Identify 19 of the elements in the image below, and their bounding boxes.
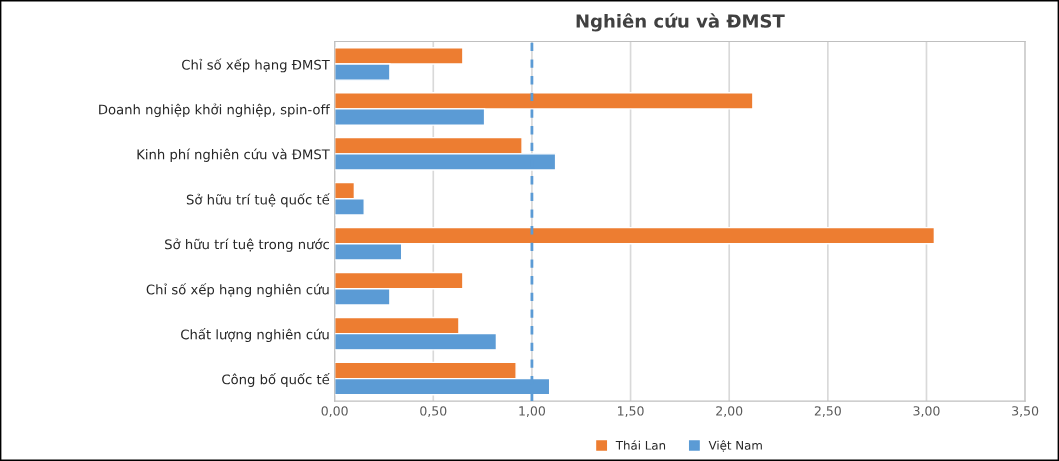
x-tick-label: 0,50 (420, 406, 447, 417)
x-tick-label: 0,00 (321, 406, 348, 417)
x-tick-label: 1,00 (519, 406, 546, 417)
y-tick-label: Công bố quốc tế (222, 373, 330, 387)
y-tick-label: Kinh phí nghiên cứu và ĐMST (137, 148, 330, 162)
y-tick-label: Chỉ số xếp hạng nghiên cứu (146, 283, 329, 298)
legend-label: Việt Nam (708, 440, 762, 452)
y-tick-label: Chất lượng nghiên cứu (181, 328, 329, 342)
x-tick-label: 1,50 (618, 406, 644, 417)
x-tick-label: 3,00 (913, 406, 940, 417)
x-tick-label: 2,00 (716, 406, 743, 417)
y-tick-label: Chỉ số xếp hạng ĐMST (182, 58, 330, 73)
chart-title: Nghiên cứu và ĐMST (576, 13, 785, 32)
x-tick-label: 2,50 (814, 406, 841, 417)
y-tick-label: Sở hữu trí tuệ trong nước (165, 238, 329, 252)
y-tick-label: Doanh nghiệp khởi nghiệp, spin-off (99, 103, 331, 117)
legend-label: Thái Lan (615, 440, 666, 450)
x-tick-label: 3,50 (1012, 406, 1039, 417)
y-tick-label: Sở hữu trí tuệ quốc tế (186, 193, 330, 208)
